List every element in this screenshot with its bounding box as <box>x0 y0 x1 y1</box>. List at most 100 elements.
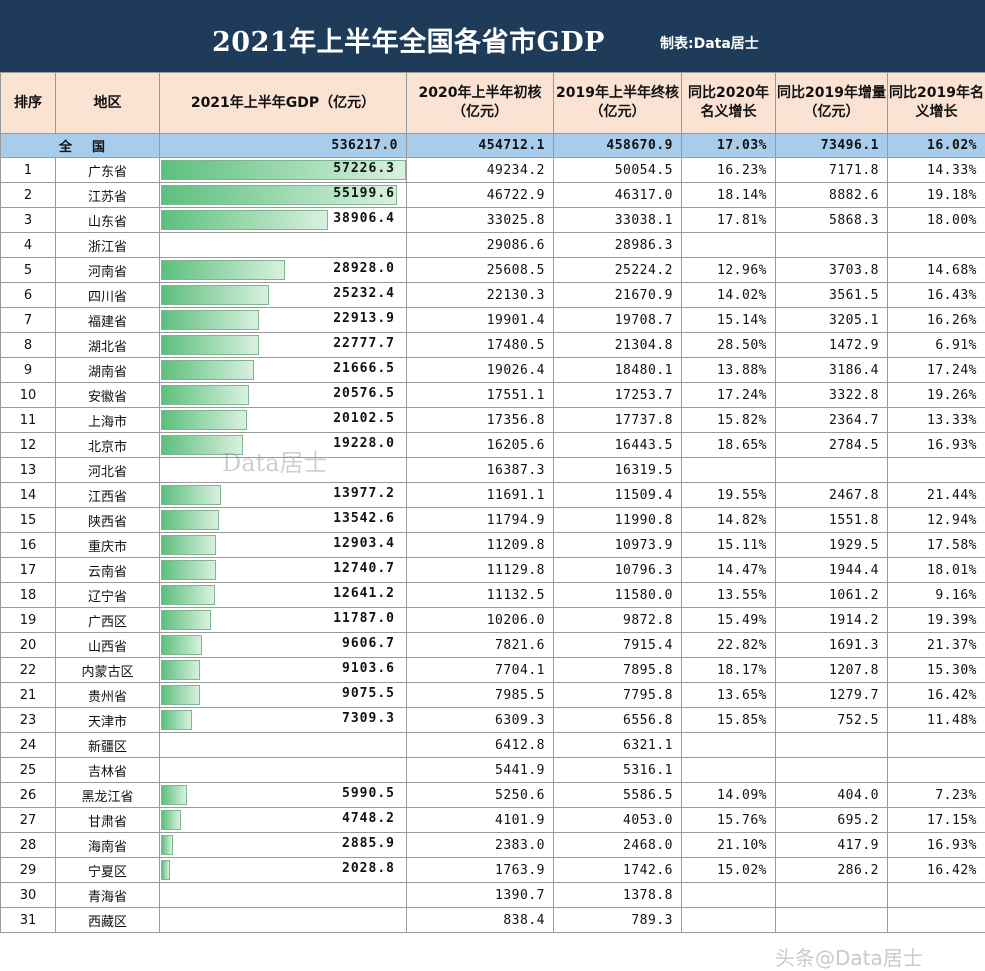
gdp-bar <box>161 485 221 505</box>
growth2020-cell: 12.96% <box>682 258 776 283</box>
gdp2019-cell: 19708.7 <box>554 308 682 333</box>
growth2020-cell <box>682 883 776 908</box>
growth2019-cell <box>888 883 985 908</box>
region-cell: 新疆区 <box>56 733 160 758</box>
gdp2020-cell: 1763.9 <box>407 858 554 883</box>
rank-cell: 26 <box>1 783 56 808</box>
region-cell: 河北省 <box>56 458 160 483</box>
inc2019-cell: 417.9 <box>776 833 888 858</box>
gdp2021-cell <box>160 908 407 933</box>
gdp-bar <box>161 410 247 430</box>
rank-cell: 31 <box>1 908 56 933</box>
gdp2021-cell: 2885.9 <box>160 833 407 858</box>
gdp2021-cell: 55199.6 <box>160 183 407 208</box>
region-cell: 辽宁省 <box>56 583 160 608</box>
growth2020-cell: 14.02% <box>682 283 776 308</box>
gdp2019-cell: 7915.4 <box>554 633 682 658</box>
growth2019-cell: 18.00% <box>888 208 985 233</box>
header-gdp2019: 2019年上半年终核（亿元） <box>554 73 682 134</box>
growth2020-cell: 13.65% <box>682 683 776 708</box>
gdp2021-cell <box>160 733 407 758</box>
gdp2019-cell: 16319.5 <box>554 458 682 483</box>
gdp2019-cell: 6321.1 <box>554 733 682 758</box>
gdp2021-cell: 9103.6 <box>160 658 407 683</box>
inc2019-cell <box>776 908 888 933</box>
growth2020-cell: 15.02% <box>682 858 776 883</box>
gdp2021-cell: 57226.3 <box>160 158 407 183</box>
gdp2021-value: 22913.9 <box>333 311 395 326</box>
rank-cell: 21 <box>1 683 56 708</box>
gdp2020-cell: 17551.1 <box>407 383 554 408</box>
national-growth2020: 17.03% <box>682 134 776 158</box>
gdp2021-cell: 28928.0 <box>160 258 407 283</box>
growth2020-cell: 18.17% <box>682 658 776 683</box>
growth2019-cell: 13.33% <box>888 408 985 433</box>
growth2020-cell: 19.55% <box>682 483 776 508</box>
inc2019-cell: 5868.3 <box>776 208 888 233</box>
gdp2020-cell: 1390.7 <box>407 883 554 908</box>
gdp2020-cell: 10206.0 <box>407 608 554 633</box>
inc2019-cell: 1279.7 <box>776 683 888 708</box>
inc2019-cell: 3186.4 <box>776 358 888 383</box>
header-rank: 排序 <box>1 73 56 134</box>
region-cell: 西藏区 <box>56 908 160 933</box>
header-growth2019: 同比2019年名义增长 <box>888 73 985 134</box>
national-growth2019: 16.02% <box>888 134 985 158</box>
gdp2020-cell: 6309.3 <box>407 708 554 733</box>
gdp2021-cell <box>160 233 407 258</box>
gdp2020-cell: 7821.6 <box>407 633 554 658</box>
gdp2021-cell: 25232.4 <box>160 283 407 308</box>
header-region: 地区 <box>56 73 160 134</box>
gdp2020-cell: 11794.9 <box>407 508 554 533</box>
gdp2021-value: 13977.2 <box>333 486 395 501</box>
gdp2021-value: 22777.7 <box>333 336 395 351</box>
inc2019-cell: 1472.9 <box>776 333 888 358</box>
gdp-bar <box>161 335 259 355</box>
growth2019-cell: 12.94% <box>888 508 985 533</box>
growth2019-cell: 16.93% <box>888 433 985 458</box>
rank-cell: 7 <box>1 308 56 333</box>
growth2019-cell: 9.16% <box>888 583 985 608</box>
gdp2021-value: 2028.8 <box>342 861 395 876</box>
growth2019-cell <box>888 758 985 783</box>
growth2019-cell: 17.58% <box>888 533 985 558</box>
inc2019-cell: 1914.2 <box>776 608 888 633</box>
inc2019-cell: 404.0 <box>776 783 888 808</box>
gdp2019-cell: 28986.3 <box>554 233 682 258</box>
growth2019-cell: 19.26% <box>888 383 985 408</box>
gdp2020-cell: 33025.8 <box>407 208 554 233</box>
region-cell: 海南省 <box>56 833 160 858</box>
rank-cell: 8 <box>1 333 56 358</box>
gdp2021-value: 9103.6 <box>342 661 395 676</box>
gdp2021-value: 12903.4 <box>333 536 395 551</box>
gdp2021-cell: 20102.5 <box>160 408 407 433</box>
national-gdp2021: 536217.0 <box>160 134 407 158</box>
gdp2019-cell: 16443.5 <box>554 433 682 458</box>
gdp2021-cell: 7309.3 <box>160 708 407 733</box>
gdp2020-cell: 5250.6 <box>407 783 554 808</box>
growth2020-cell: 18.65% <box>682 433 776 458</box>
gdp2021-cell: 12740.7 <box>160 558 407 583</box>
region-cell: 黑龙江省 <box>56 783 160 808</box>
gdp2021-cell: 13542.6 <box>160 508 407 533</box>
growth2020-cell <box>682 733 776 758</box>
gdp-bar <box>161 585 215 605</box>
gdp2021-cell: 21666.5 <box>160 358 407 383</box>
growth2020-cell: 15.76% <box>682 808 776 833</box>
growth2019-cell: 16.42% <box>888 683 985 708</box>
growth2019-cell <box>888 233 985 258</box>
gdp2019-cell: 6556.8 <box>554 708 682 733</box>
region-cell: 山西省 <box>56 633 160 658</box>
gdp2021-cell: 22777.7 <box>160 333 407 358</box>
gdp2019-cell: 2468.0 <box>554 833 682 858</box>
national-inc2019: 73496.1 <box>776 134 888 158</box>
